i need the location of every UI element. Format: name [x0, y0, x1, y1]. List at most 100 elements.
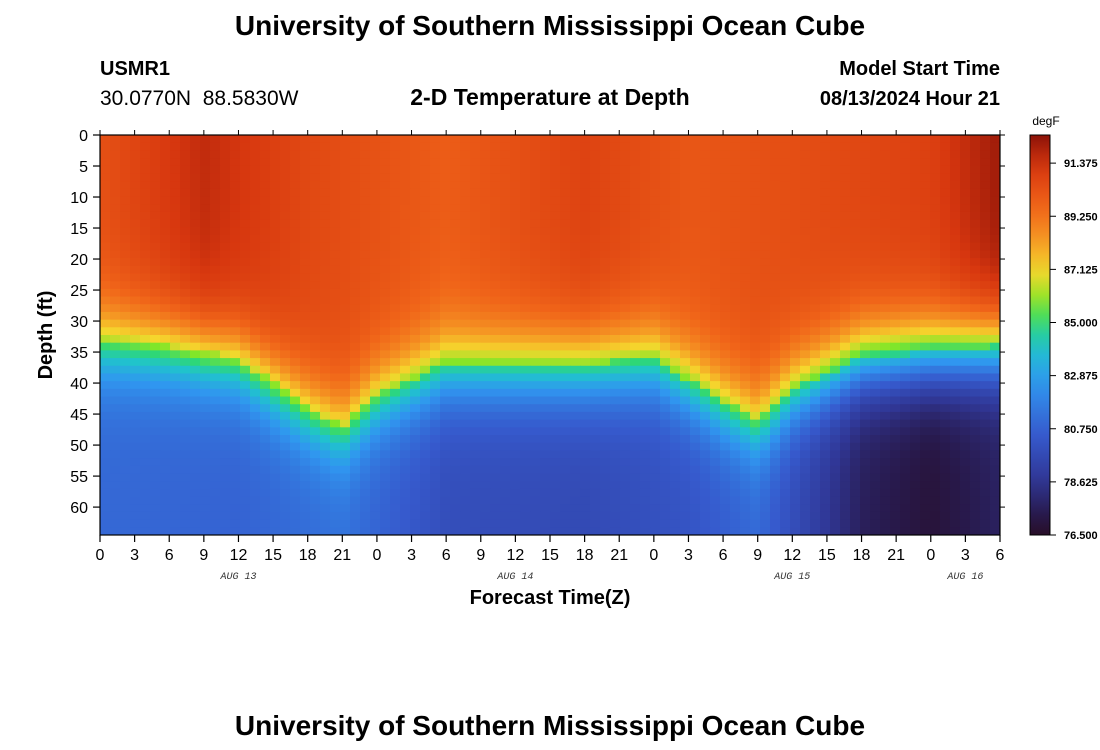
- heatmap-cell: [810, 204, 821, 213]
- heatmap-cell: [530, 450, 541, 459]
- heatmap-cell: [880, 196, 891, 205]
- heatmap-cell: [290, 196, 301, 205]
- heatmap-cell: [840, 142, 851, 151]
- heatmap-cell: [480, 488, 491, 498]
- heatmap-cell: [180, 404, 191, 413]
- heatmap-cell: [960, 358, 971, 367]
- heatmap-cell: [640, 411, 651, 421]
- heatmap-cell: [570, 365, 581, 375]
- heatmap-cell: [640, 227, 651, 236]
- heatmap-cell: [850, 404, 861, 413]
- heatmap-cell: [440, 427, 451, 436]
- heatmap-cell: [270, 404, 281, 413]
- heatmap-cell: [120, 481, 131, 490]
- heatmap-cell: [420, 373, 431, 382]
- heatmap-cell: [240, 173, 251, 182]
- heatmap-cell: [330, 488, 341, 498]
- heatmap-cell: [340, 296, 351, 305]
- heatmap-cell: [720, 527, 731, 535]
- heatmap-cell: [460, 204, 471, 213]
- heatmap-cell: [630, 158, 641, 167]
- heatmap-cell: [600, 335, 611, 344]
- heatmap-cell: [620, 211, 631, 221]
- heatmap-cell: [200, 165, 211, 175]
- heatmap-cell: [750, 450, 761, 459]
- heatmap-cell: [520, 335, 531, 344]
- heatmap-cell: [310, 511, 321, 521]
- heatmap-cell: [380, 519, 391, 528]
- heatmap-cell: [340, 365, 351, 375]
- heatmap-cell: [240, 265, 251, 275]
- heatmap-cell: [940, 427, 951, 436]
- heatmap-cell: [660, 304, 671, 313]
- heatmap-cell: [680, 504, 691, 513]
- heatmap-cell: [890, 265, 901, 275]
- heatmap-cell: [410, 196, 421, 205]
- x-tick-label: 6: [165, 547, 174, 564]
- heatmap-cell: [460, 196, 471, 205]
- heatmap-cell: [820, 396, 831, 405]
- heatmap-cell: [730, 481, 741, 490]
- heatmap-cell: [210, 296, 221, 305]
- heatmap-cell: [590, 411, 601, 421]
- heatmap-cell: [970, 519, 981, 528]
- heatmap-cell: [870, 173, 881, 182]
- heatmap-cell: [190, 173, 201, 182]
- heatmap-cell: [590, 496, 601, 505]
- heatmap-cell: [840, 273, 851, 282]
- heatmap-cell: [110, 404, 121, 413]
- heatmap-cell: [350, 288, 361, 298]
- heatmap-cell: [190, 319, 201, 328]
- heatmap-cell: [130, 488, 141, 498]
- heatmap-cell: [660, 227, 671, 236]
- heatmap-cell: [200, 135, 211, 144]
- heatmap-cell: [510, 258, 521, 267]
- heatmap-cell: [910, 235, 921, 244]
- heatmap-cell: [550, 258, 561, 267]
- heatmap-cell: [150, 373, 161, 382]
- heatmap-cell: [170, 527, 181, 535]
- heatmap-cell: [830, 242, 841, 251]
- heatmap-cell: [180, 442, 191, 451]
- heatmap-cell: [370, 473, 381, 482]
- heatmap-cell: [620, 188, 631, 198]
- heatmap-cell: [300, 381, 311, 390]
- heatmap-cell: [470, 158, 481, 167]
- heatmap-cell: [340, 311, 351, 321]
- heatmap-cell: [150, 519, 161, 528]
- heatmap-cell: [400, 342, 411, 351]
- heatmap-cell: [970, 311, 981, 321]
- heatmap-cell: [370, 404, 381, 413]
- heatmap-cell: [510, 335, 521, 344]
- heatmap-cell: [590, 196, 601, 205]
- heatmap-cell: [570, 273, 581, 282]
- heatmap-cell: [180, 342, 191, 351]
- heatmap-cell: [530, 504, 541, 513]
- heatmap-cell: [690, 296, 701, 305]
- heatmap-cell: [340, 211, 351, 221]
- heatmap-cell: [990, 173, 1000, 182]
- heatmap-cell: [900, 265, 911, 275]
- heatmap-cell: [170, 296, 181, 305]
- heatmap-cell: [170, 481, 181, 490]
- heatmap-cell: [610, 450, 621, 459]
- heatmap-cell: [860, 250, 871, 259]
- heatmap-cell: [380, 358, 391, 367]
- heatmap-cell: [400, 188, 411, 198]
- heatmap-cell: [780, 465, 791, 475]
- heatmap-cell: [750, 396, 761, 405]
- heatmap-cell: [510, 396, 521, 405]
- heatmap-cell: [660, 142, 671, 151]
- heatmap-cell: [710, 265, 721, 275]
- heatmap-cell: [290, 381, 301, 390]
- heatmap-cell: [700, 442, 711, 451]
- heatmap-cell: [820, 181, 831, 190]
- heatmap-cell: [610, 227, 621, 236]
- heatmap-cell: [140, 435, 151, 444]
- heatmap-cell: [700, 481, 711, 490]
- heatmap-cell: [640, 304, 651, 313]
- heatmap-cell: [690, 473, 701, 482]
- heatmap-cell: [180, 158, 191, 167]
- heatmap-cell: [360, 250, 371, 259]
- heatmap-cell: [110, 504, 121, 513]
